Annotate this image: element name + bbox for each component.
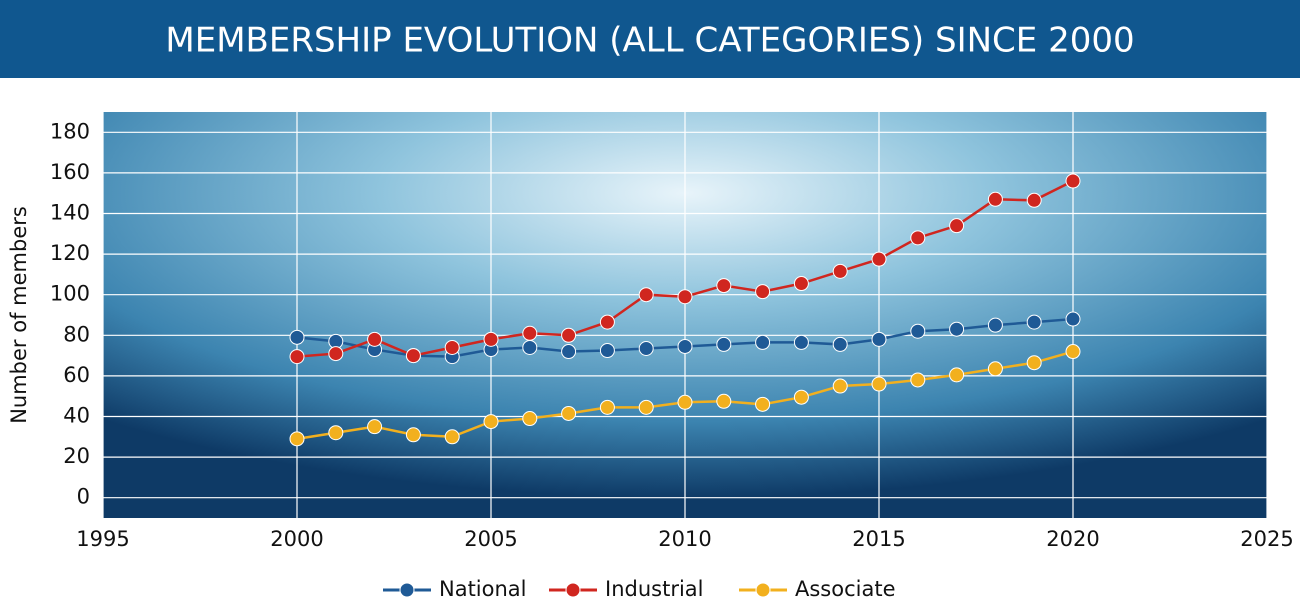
chart: MEMBERSHIP EVOLUTION (ALL CATEGORIES) SI… xyxy=(0,0,1300,608)
data-point xyxy=(950,368,964,382)
data-point xyxy=(1066,345,1080,359)
legend-label: Industrial xyxy=(605,577,704,601)
data-point xyxy=(523,340,537,354)
y-tick-label: 80 xyxy=(63,322,90,346)
data-point xyxy=(872,332,886,346)
data-point xyxy=(911,231,925,245)
data-point xyxy=(872,252,886,266)
page: {"chart_data": {"type": "line", "title":… xyxy=(0,0,1300,608)
data-point xyxy=(756,397,770,411)
y-tick-label: 180 xyxy=(50,119,90,143)
data-point xyxy=(523,326,537,340)
data-point xyxy=(290,330,304,344)
data-point xyxy=(406,349,420,363)
x-tick-label: 2005 xyxy=(464,527,517,551)
data-point xyxy=(678,395,692,409)
data-point xyxy=(756,335,770,349)
data-point xyxy=(911,373,925,387)
data-point xyxy=(562,328,576,342)
data-point xyxy=(1066,174,1080,188)
data-point xyxy=(872,377,886,391)
data-point xyxy=(678,339,692,353)
legend-label: Associate xyxy=(795,577,896,601)
data-point xyxy=(1027,315,1041,329)
x-tick-label: 2015 xyxy=(852,527,905,551)
data-point xyxy=(988,192,1002,206)
data-point xyxy=(406,428,420,442)
data-point xyxy=(639,400,653,414)
data-point xyxy=(639,341,653,355)
data-point xyxy=(600,400,614,414)
data-point xyxy=(484,415,498,429)
x-tick-label: 2000 xyxy=(270,527,323,551)
data-point xyxy=(988,318,1002,332)
x-tick-label: 1995 xyxy=(76,527,129,551)
data-point xyxy=(911,324,925,338)
data-point xyxy=(484,332,498,346)
legend-marker xyxy=(756,583,770,597)
data-point xyxy=(950,322,964,336)
y-tick-label: 40 xyxy=(63,404,90,428)
data-point xyxy=(678,290,692,304)
chart-title: MEMBERSHIP EVOLUTION (ALL CATEGORIES) SI… xyxy=(165,21,1134,61)
data-point xyxy=(329,347,343,361)
data-point xyxy=(445,430,459,444)
y-tick-label: 60 xyxy=(63,363,90,387)
data-point xyxy=(988,362,1002,376)
x-tick-label: 2020 xyxy=(1046,527,1099,551)
data-point xyxy=(600,344,614,358)
data-point xyxy=(833,264,847,278)
data-point xyxy=(600,315,614,329)
data-point xyxy=(717,279,731,293)
y-tick-label: 0 xyxy=(77,485,90,509)
y-tick-label: 160 xyxy=(50,160,90,184)
legend-marker xyxy=(566,583,580,597)
data-point xyxy=(562,406,576,420)
data-point xyxy=(717,394,731,408)
data-point xyxy=(833,379,847,393)
data-point xyxy=(833,337,847,351)
data-point xyxy=(445,340,459,354)
y-tick-label: 20 xyxy=(63,444,90,468)
data-point xyxy=(794,335,808,349)
y-tick-label: 120 xyxy=(50,241,90,265)
y-tick-label: 100 xyxy=(50,282,90,306)
data-point xyxy=(1066,312,1080,326)
data-point xyxy=(639,288,653,302)
y-axis-label: Number of members xyxy=(7,206,31,424)
data-point xyxy=(717,337,731,351)
x-tick-label: 2025 xyxy=(1240,527,1293,551)
data-point xyxy=(1027,356,1041,370)
data-point xyxy=(1027,193,1041,207)
data-point xyxy=(756,285,770,299)
data-point xyxy=(290,350,304,364)
data-point xyxy=(794,390,808,404)
data-point xyxy=(562,345,576,359)
data-point xyxy=(368,332,382,346)
legend-marker xyxy=(400,583,414,597)
x-tick-label: 2010 xyxy=(658,527,711,551)
data-point xyxy=(368,420,382,434)
data-point xyxy=(523,412,537,426)
y-tick-label: 140 xyxy=(50,201,90,225)
data-point xyxy=(794,277,808,291)
data-point xyxy=(950,219,964,233)
data-point xyxy=(290,432,304,446)
data-point xyxy=(329,426,343,440)
legend-label: National xyxy=(439,577,527,601)
